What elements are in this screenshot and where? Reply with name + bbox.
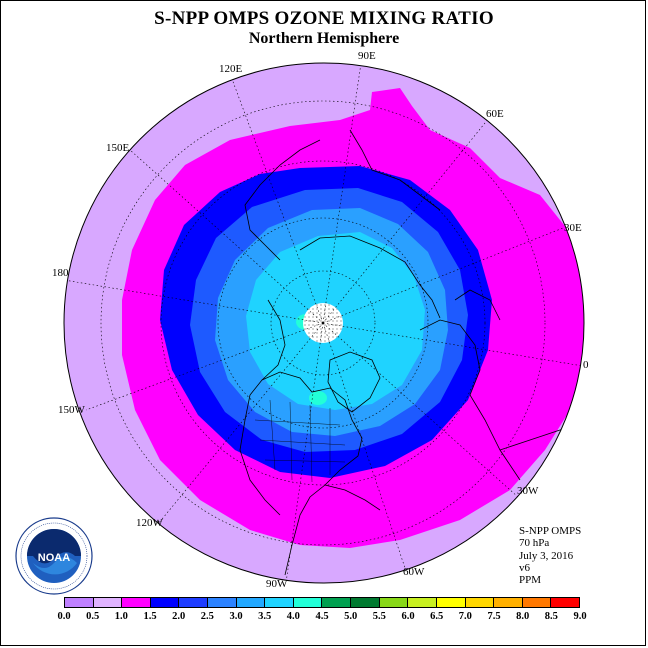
colorbar: [64, 597, 580, 608]
colorbar-label: 4.5: [315, 611, 329, 622]
colorbar-segment: [465, 598, 495, 607]
colorbar-segment: [522, 598, 552, 607]
colorbar-label: 8.5: [544, 611, 558, 622]
lon-label-30e: 30E: [564, 222, 582, 234]
colorbar-label: 7.5: [487, 611, 501, 622]
colorbar-label: 2.0: [172, 611, 186, 622]
colorbar-labels: 0.0 0.5 1.0 1.5 2.0 2.5 3.0 3.5 4.0 4.5 5.0 5.5 6.0 6…: [0, 611, 648, 625]
info-units: PPM: [519, 574, 542, 587]
noaa-logo-text: NOAA: [38, 552, 70, 564]
colorbar-label: 9.0: [573, 611, 587, 622]
map-subtitle: Northern Hemisphere: [248, 30, 400, 47]
colorbar-label: 3.0: [229, 611, 243, 622]
colorbar-label: 8.0: [516, 611, 530, 622]
colorbar-segment: [65, 598, 94, 607]
lon-label-30w: 30W: [517, 485, 539, 497]
coastlines: [239, 129, 584, 576]
colorbar-segment: [208, 598, 237, 607]
colorbar-label: 3.5: [258, 611, 272, 622]
colorbar-label: 1.0: [114, 611, 128, 622]
info-instrument: S-NPP OMPS: [519, 525, 582, 537]
colorbar-segment: [93, 598, 123, 607]
colorbar-segment: [293, 598, 323, 607]
lon-label-0: 0: [583, 359, 589, 371]
map-title: S-NPP OMPS OZONE MIXING RATIO: [154, 8, 494, 29]
colorbar-label: 0.5: [86, 611, 100, 622]
colorbar-segment: [494, 598, 523, 607]
lon-label-60w: 60W: [403, 566, 425, 578]
lon-label-180: 180: [52, 267, 69, 279]
lon-label-120e: 120E: [219, 63, 243, 75]
lon-label-90w: 90W: [266, 578, 288, 590]
colorbar-segment: [150, 598, 180, 607]
noaa-logo: NOAA: [15, 517, 93, 595]
colorbar-segment: [265, 598, 294, 607]
colorbar-segment: [379, 598, 409, 607]
info-pressure: 70 hPa: [519, 537, 550, 550]
colorbar-label: 5.5: [372, 611, 386, 622]
colorbar-segment: [351, 598, 380, 607]
colorbar-segment: [236, 598, 266, 607]
colorbar-segment: [551, 598, 579, 607]
map-boundary: [63, 62, 585, 584]
colorbar-label: 4.0: [286, 611, 300, 622]
political-boundaries: [254, 399, 346, 483]
colorbar-label: 2.5: [200, 611, 214, 622]
colorbar-label: 7.0: [458, 611, 472, 622]
colorbar-label: 6.0: [401, 611, 415, 622]
graticule: [64, 63, 584, 583]
contour-3-5: [309, 391, 327, 405]
colorbar-segment: [179, 598, 209, 607]
lon-label-90e: 90E: [358, 50, 376, 62]
info-block: S-NPP OMPS 70 hPa July 3, 2016 v6 PPM: [519, 525, 581, 586]
lon-label-150w: 150W: [58, 404, 85, 416]
colorbar-segment: [322, 598, 352, 607]
colorbar-segment: [122, 598, 151, 607]
lon-label-60e: 60E: [486, 108, 504, 120]
lon-label-150e: 150E: [106, 142, 130, 154]
info-date: July 3, 2016: [519, 549, 574, 562]
colorbar-label: 0.0: [57, 611, 71, 622]
lon-label-120w: 120W: [136, 517, 163, 529]
colorbar-label: 6.5: [430, 611, 444, 622]
colorbar-segment: [408, 598, 437, 607]
info-version: v6: [519, 561, 530, 574]
colorbar-label: 1.5: [143, 611, 157, 622]
colorbar-label: 5.0: [344, 611, 358, 622]
colorbar-segment: [436, 598, 466, 607]
